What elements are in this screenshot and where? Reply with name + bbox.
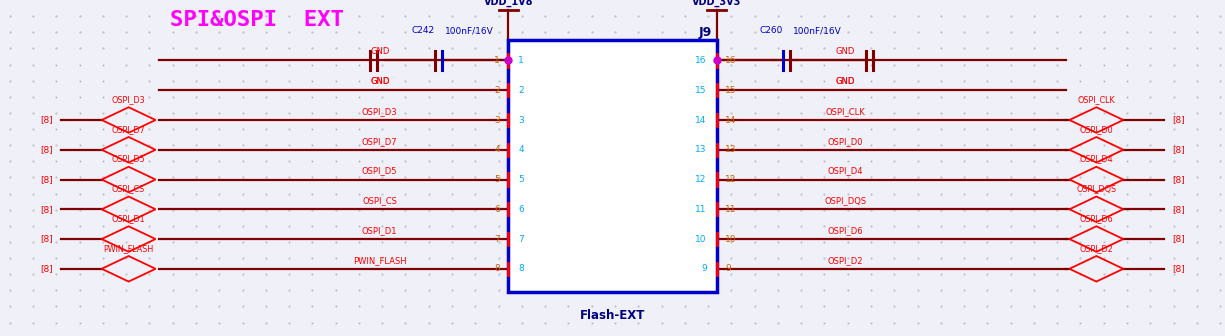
Text: 100nF/16V: 100nF/16V: [445, 26, 494, 35]
Text: 5: 5: [494, 175, 500, 184]
Text: OSPI_CS: OSPI_CS: [363, 196, 397, 205]
Text: Flash-EXT: Flash-EXT: [579, 309, 646, 322]
Text: 4: 4: [494, 145, 500, 154]
Text: OSPI_D4: OSPI_D4: [828, 167, 862, 175]
Text: GND: GND: [835, 77, 855, 86]
Text: 1: 1: [518, 56, 524, 65]
Text: [8]: [8]: [40, 175, 53, 184]
Text: GND: GND: [370, 47, 390, 56]
Text: OSPI_D2: OSPI_D2: [1079, 244, 1114, 253]
Text: 7: 7: [518, 235, 524, 244]
Text: C242: C242: [412, 26, 435, 35]
Text: 7: 7: [494, 235, 500, 244]
Text: 10: 10: [725, 235, 736, 244]
Text: OSPI_D1: OSPI_D1: [363, 226, 397, 235]
Text: OSPI_DQS: OSPI_DQS: [1077, 184, 1116, 193]
Text: 2: 2: [518, 86, 524, 95]
Text: 100nF/16V: 100nF/16V: [793, 26, 842, 35]
Text: VDD_1V8: VDD_1V8: [484, 0, 533, 7]
Text: OSPI_CLK: OSPI_CLK: [1078, 95, 1115, 104]
Text: C260: C260: [760, 26, 783, 35]
Text: OSPI_D3: OSPI_D3: [361, 107, 398, 116]
Text: 8: 8: [494, 264, 500, 273]
Text: OSPI_CS: OSPI_CS: [111, 184, 146, 193]
Text: 9: 9: [701, 264, 707, 273]
Text: VDD_3V3: VDD_3V3: [692, 0, 741, 7]
Text: [8]: [8]: [1172, 116, 1185, 125]
Text: [8]: [8]: [40, 264, 53, 273]
Text: 12: 12: [725, 175, 736, 184]
Text: 16: 16: [725, 56, 736, 65]
Text: OSPI_CLK: OSPI_CLK: [826, 107, 865, 116]
Text: OSPI_D5: OSPI_D5: [111, 154, 146, 163]
Text: GND: GND: [835, 47, 855, 56]
Text: PWIN_FLASH: PWIN_FLASH: [103, 244, 154, 253]
Text: GND: GND: [370, 77, 390, 86]
Text: 3: 3: [494, 116, 500, 125]
Text: [8]: [8]: [1172, 264, 1185, 273]
Text: 1: 1: [494, 56, 500, 65]
Text: OSPI_D6: OSPI_D6: [827, 226, 864, 235]
Text: 3: 3: [518, 116, 524, 125]
Text: 10: 10: [696, 235, 707, 244]
Text: 14: 14: [725, 116, 736, 125]
Text: [8]: [8]: [1172, 175, 1185, 184]
Text: OSPI_D7: OSPI_D7: [111, 125, 146, 134]
Text: [8]: [8]: [40, 145, 53, 154]
Text: 9: 9: [725, 264, 731, 273]
Text: 15: 15: [696, 86, 707, 95]
Text: [8]: [8]: [40, 205, 53, 214]
Text: 5: 5: [518, 175, 524, 184]
Text: OSPI_DQS: OSPI_DQS: [824, 196, 866, 205]
Text: J9: J9: [698, 26, 712, 39]
Text: OSPI_D3: OSPI_D3: [111, 95, 146, 104]
Text: GND: GND: [370, 77, 390, 86]
Text: 8: 8: [518, 264, 524, 273]
Text: [8]: [8]: [40, 116, 53, 125]
Text: SPI&OSPI  EXT: SPI&OSPI EXT: [170, 10, 344, 30]
Text: OSPI_D7: OSPI_D7: [361, 137, 398, 146]
Text: 11: 11: [696, 205, 707, 214]
Text: 14: 14: [696, 116, 707, 125]
Text: OSPI_D0: OSPI_D0: [1079, 125, 1114, 134]
Text: [8]: [8]: [1172, 205, 1185, 214]
Text: OSPI_D4: OSPI_D4: [1079, 154, 1114, 163]
Text: [8]: [8]: [1172, 145, 1185, 154]
Text: 2: 2: [494, 86, 500, 95]
Text: 12: 12: [696, 175, 707, 184]
Text: 13: 13: [725, 145, 736, 154]
Text: 15: 15: [725, 86, 736, 95]
Bar: [508, 40, 717, 292]
Text: 6: 6: [518, 205, 524, 214]
Text: 11: 11: [725, 205, 736, 214]
Text: [8]: [8]: [40, 235, 53, 244]
Text: 16: 16: [696, 56, 707, 65]
Text: OSPI_D0: OSPI_D0: [828, 137, 862, 146]
Text: 6: 6: [494, 205, 500, 214]
Text: OSPI_D6: OSPI_D6: [1079, 214, 1114, 223]
Text: OSPI_D5: OSPI_D5: [363, 167, 397, 175]
Text: 13: 13: [696, 145, 707, 154]
Text: OSPI_D2: OSPI_D2: [828, 256, 862, 265]
Text: 4: 4: [518, 145, 524, 154]
Text: [8]: [8]: [1172, 235, 1185, 244]
Text: PWIN_FLASH: PWIN_FLASH: [353, 256, 407, 265]
Text: GND: GND: [835, 77, 855, 86]
Text: OSPI_D1: OSPI_D1: [111, 214, 146, 223]
